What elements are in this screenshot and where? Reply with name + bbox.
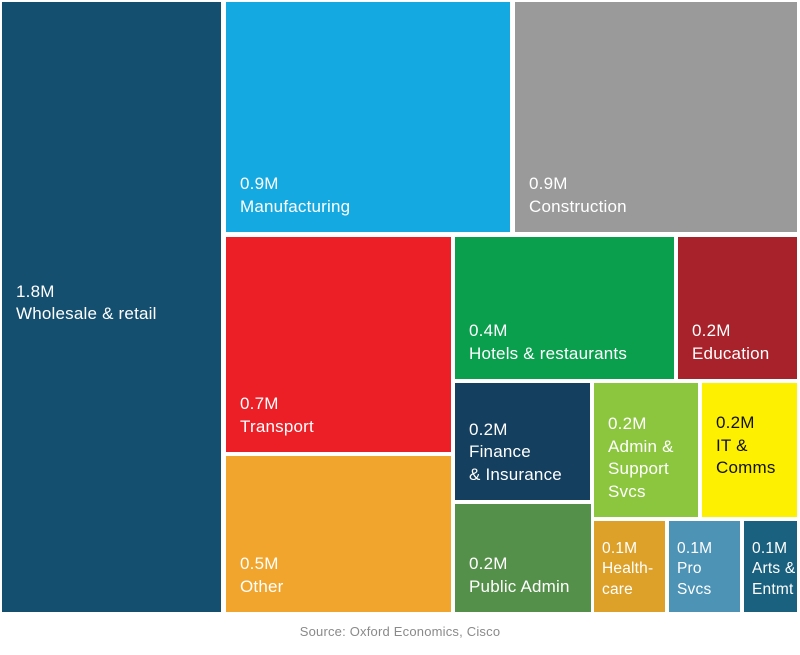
treemap-tile-manufacturing: 0.9M Manufacturing bbox=[226, 2, 510, 232]
tile-value: 0.4M bbox=[469, 321, 508, 341]
treemap-tile-education: 0.2M Education bbox=[678, 237, 797, 379]
tile-label: Admin & bbox=[608, 436, 674, 456]
tile-label: Education bbox=[692, 343, 770, 363]
tile-label: Comms bbox=[716, 458, 776, 478]
treemap-tile-public-admin: 0.2M Public Admin bbox=[455, 504, 591, 612]
tile-label: Finance bbox=[469, 442, 531, 462]
treemap-tile-arts-entmt: 0.1M Arts & Entmt bbox=[744, 521, 797, 612]
tile-label: Arts & bbox=[752, 560, 796, 578]
treemap-tile-it-comms: 0.2M IT & Comms bbox=[702, 383, 797, 517]
treemap-tile-pro-svcs: 0.1M Pro Svcs bbox=[669, 521, 740, 612]
treemap-tile-hotels-restaurants: 0.4M Hotels & restaurants bbox=[455, 237, 674, 379]
source-caption: Source: Oxford Economics, Cisco bbox=[299, 624, 501, 639]
tile-value: 0.5M bbox=[240, 554, 279, 574]
tile-label: Svcs bbox=[677, 580, 712, 598]
treemap-tile-transport: 0.7M Transport bbox=[226, 237, 451, 452]
tile-label: Support bbox=[608, 459, 669, 479]
tile-value: 0.2M bbox=[716, 413, 755, 433]
tile-label: Health- bbox=[602, 560, 654, 578]
tile-label: Other bbox=[240, 576, 284, 596]
treemap-tile-finance-insurance: 0.2M Finance & Insurance bbox=[455, 383, 590, 500]
tile-value: 0.1M bbox=[752, 539, 788, 557]
tile-label: care bbox=[602, 580, 633, 598]
tile-value: 0.1M bbox=[602, 539, 638, 557]
tile-label: Svcs bbox=[608, 481, 646, 501]
tile-value: 0.2M bbox=[608, 414, 647, 434]
tile-label: Entmt bbox=[752, 580, 794, 598]
tile-value: 0.1M bbox=[677, 539, 713, 557]
tile-value: 1.8M bbox=[16, 281, 55, 301]
treemap-tile-construction: 0.9M Construction bbox=[515, 2, 797, 232]
tile-label: Manufacturing bbox=[240, 196, 351, 216]
tile-label: IT & bbox=[716, 435, 748, 455]
tile-value: 0.2M bbox=[469, 554, 508, 574]
tile-label: & Insurance bbox=[469, 464, 562, 484]
treemap-tile-other: 0.5M Other bbox=[226, 456, 451, 612]
sector-treemap: 1.8M Wholesale & retail 0.9M Manufacturing 0… bbox=[2, 2, 797, 612]
tile-label: Pro bbox=[677, 560, 702, 578]
tile-value: 0.9M bbox=[240, 174, 279, 194]
tile-value: 0.2M bbox=[469, 419, 508, 439]
tile-label: Construction bbox=[529, 196, 627, 216]
treemap-tile-admin-support-svcs: 0.2M Admin & Support Svcs bbox=[594, 383, 698, 517]
tile-value: 0.9M bbox=[529, 174, 568, 194]
treemap-tile-wholesale-retail: 1.8M Wholesale & retail bbox=[2, 2, 221, 612]
treemap-tile-healthcare: 0.1M Health-care bbox=[594, 521, 665, 612]
tile-label: Transport bbox=[240, 416, 314, 436]
tile-label: Wholesale & retail bbox=[16, 304, 157, 323]
tile-value: 0.7M bbox=[240, 394, 279, 414]
tile-label: Public Admin bbox=[469, 576, 570, 596]
tile-value: 0.2M bbox=[692, 321, 731, 341]
tile-label: Hotels & restaurants bbox=[469, 343, 628, 363]
